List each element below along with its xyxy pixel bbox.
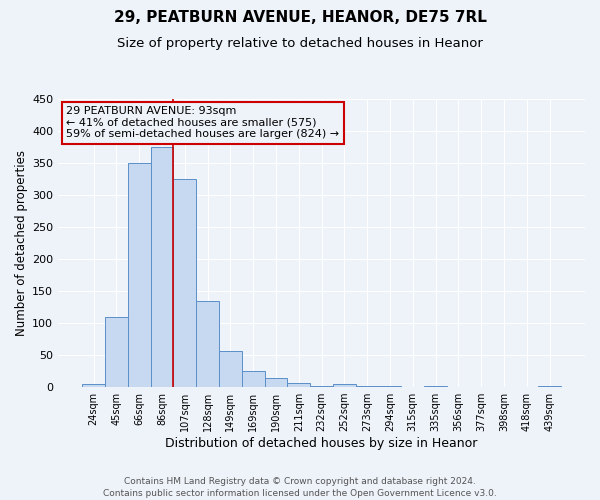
Bar bbox=[105, 316, 128, 387]
Bar bbox=[151, 147, 173, 387]
Bar bbox=[287, 383, 310, 387]
Bar bbox=[219, 350, 242, 387]
Bar bbox=[242, 371, 265, 387]
Bar bbox=[333, 384, 356, 387]
Bar bbox=[128, 163, 151, 387]
Bar bbox=[82, 384, 105, 387]
Text: 29, PEATBURN AVENUE, HEANOR, DE75 7RL: 29, PEATBURN AVENUE, HEANOR, DE75 7RL bbox=[113, 10, 487, 25]
Bar bbox=[379, 386, 401, 387]
Y-axis label: Number of detached properties: Number of detached properties bbox=[15, 150, 28, 336]
Bar bbox=[265, 378, 287, 387]
Bar bbox=[356, 386, 379, 387]
Text: Contains HM Land Registry data © Crown copyright and database right 2024.
Contai: Contains HM Land Registry data © Crown c… bbox=[103, 476, 497, 498]
Bar bbox=[196, 300, 219, 387]
Bar bbox=[310, 386, 333, 387]
X-axis label: Distribution of detached houses by size in Heanor: Distribution of detached houses by size … bbox=[166, 437, 478, 450]
Bar bbox=[424, 386, 447, 387]
Bar bbox=[538, 386, 561, 387]
Bar bbox=[173, 179, 196, 387]
Text: Size of property relative to detached houses in Heanor: Size of property relative to detached ho… bbox=[117, 38, 483, 51]
Text: 29 PEATBURN AVENUE: 93sqm
← 41% of detached houses are smaller (575)
59% of semi: 29 PEATBURN AVENUE: 93sqm ← 41% of detac… bbox=[66, 106, 339, 140]
